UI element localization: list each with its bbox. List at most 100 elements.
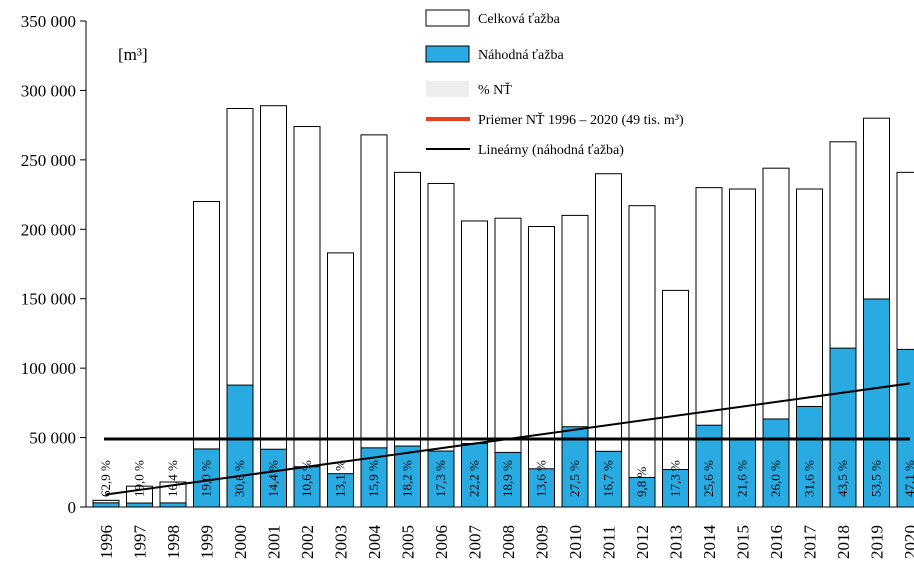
x-tick-label: 2003 (332, 525, 351, 559)
x-tick-label: 1996 (97, 525, 116, 559)
legend-label-pct: % NŤ (478, 81, 512, 98)
trend-line (105, 382, 911, 496)
x-tick-label: 2020 (901, 525, 914, 559)
percent-label: 26,0 % (768, 460, 783, 497)
bar-random (461, 443, 488, 508)
bar-random (159, 502, 187, 508)
percent-label: 19,0 % (199, 460, 214, 497)
bar-total (360, 134, 388, 508)
x-tick-label: 2001 (265, 525, 284, 559)
percent-label: 18,9 % (500, 460, 515, 497)
x-tick-label: 2006 (432, 525, 451, 559)
legend-label-average: Priemer NŤ 1996 – 2020 (49 tis. m³) (478, 111, 684, 128)
bar-random (293, 466, 321, 508)
bar-random (92, 502, 120, 508)
x-tick-label: 2019 (868, 525, 887, 559)
percent-label: 10,6 % (299, 460, 314, 497)
percent-label: 17,3 % (433, 460, 448, 497)
x-tick-label: 2005 (399, 525, 418, 559)
legend-swatch-total (425, 9, 470, 27)
x-tick-label: 2007 (466, 525, 485, 560)
percent-label: 21,6 % (735, 460, 750, 497)
bar-total (293, 126, 321, 508)
bar-random (662, 469, 689, 508)
bar-random (829, 347, 857, 508)
percent-label: 13,6 % (534, 460, 549, 497)
y-tick-label: 350 000 (21, 12, 76, 31)
legend-swatch-pct (426, 81, 469, 97)
y-tick-label: 50 000 (29, 429, 76, 448)
bar-random (796, 405, 823, 508)
x-tick-label: 2018 (834, 525, 853, 559)
x-tick-label: 1998 (164, 525, 183, 559)
x-tick-label: 2015 (734, 525, 753, 559)
percent-label: 9,8 % (634, 467, 649, 498)
x-tick-label: 2014 (700, 525, 719, 560)
y-tick-label: 300 000 (21, 81, 76, 100)
percent-label: 62,9 % (98, 460, 113, 497)
percent-label: 27,5 % (567, 460, 582, 497)
bar-total (528, 226, 555, 508)
bar-random (193, 448, 220, 508)
x-tick-label: 2002 (298, 525, 317, 559)
percent-label: 15,9 % (366, 460, 381, 497)
x-tick-label: 2016 (767, 525, 786, 559)
legend-label-trend: Lineárny (náhodná ťažba) (478, 143, 624, 158)
legend-label-random: Náhodná ťažba (478, 48, 564, 63)
bar-total (260, 105, 287, 508)
percent-label: 22,2 % (467, 460, 482, 497)
x-tick-label: 1997 (131, 525, 150, 560)
y-tick-label: 200 000 (21, 220, 76, 239)
y-tick-label: 100 000 (21, 359, 76, 378)
lines (104, 382, 911, 496)
bars (92, 105, 914, 508)
x-tick-label: 2004 (365, 525, 384, 560)
legend-label-total: Celková ťažba (478, 12, 561, 27)
y-tick-label: 150 000 (21, 290, 76, 309)
x-tick-label: 2012 (633, 525, 652, 559)
percent-label: 25,6 % (701, 460, 716, 497)
x-tick-label: 2017 (801, 525, 820, 560)
x-tick-label: 1999 (198, 525, 217, 559)
x-tick-label: 2011 (600, 526, 619, 559)
percent-label: 17,3 % (668, 460, 683, 497)
legend: Celková ťažba Náhodná ťažba % NŤ Priemer… (425, 9, 684, 158)
bar-random (427, 450, 455, 508)
percent-label: 13,1 % (333, 460, 348, 497)
percent-label: 43,5 % (835, 460, 850, 497)
bar-random (595, 450, 622, 508)
x-tick-label: 2010 (566, 525, 585, 559)
x-tick-label: 2000 (231, 525, 250, 559)
bar-random (226, 384, 254, 508)
x-axis: 1996 1997 1998 1999 2000 2001 2002 2003 2004 2005… (86, 506, 914, 560)
x-tick-label: 2008 (499, 525, 518, 559)
percent-label: 31,6 % (802, 460, 817, 497)
percent-label: 16,4 % (165, 460, 180, 497)
bar-total (628, 205, 656, 508)
y-tick-label: 0 (68, 498, 77, 517)
x-tick-label: 2013 (667, 525, 686, 559)
y-unit-label: [m³] (118, 45, 148, 64)
percent-label: 18,2 % (400, 460, 415, 497)
y-tick-label: 250 000 (21, 151, 76, 170)
bar-random (260, 448, 287, 508)
bar-random (494, 451, 522, 508)
percent-labels: 62,9 % 19,0 % 16,4 % 19,0 % 30,6 % 14,4 % 10,6… (98, 460, 914, 497)
y-axis: 0 50 000 100 000 150 000 200 000 250 000 300 0… (21, 12, 87, 517)
x-tick-label: 2009 (533, 525, 552, 559)
percent-label: 47,1 % (902, 460, 914, 497)
bar-random (729, 437, 756, 508)
bar-total (327, 252, 354, 508)
percent-label: 53,5 % (869, 460, 884, 497)
bar-random (327, 473, 354, 508)
bar-random (628, 476, 656, 508)
percent-label: 14,4 % (266, 460, 281, 497)
percent-label: 19,0 % (132, 460, 147, 497)
percent-label: 16,7 % (601, 460, 616, 497)
bar-random (863, 298, 890, 508)
legend-swatch-random (425, 45, 470, 63)
bar-random (126, 502, 153, 508)
percent-label: 30,6 % (232, 460, 247, 497)
bar-random (394, 445, 421, 508)
